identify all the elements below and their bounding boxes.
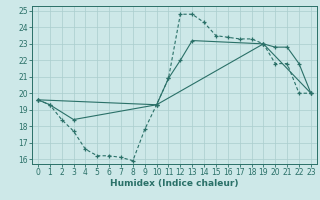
X-axis label: Humidex (Indice chaleur): Humidex (Indice chaleur)	[110, 179, 239, 188]
